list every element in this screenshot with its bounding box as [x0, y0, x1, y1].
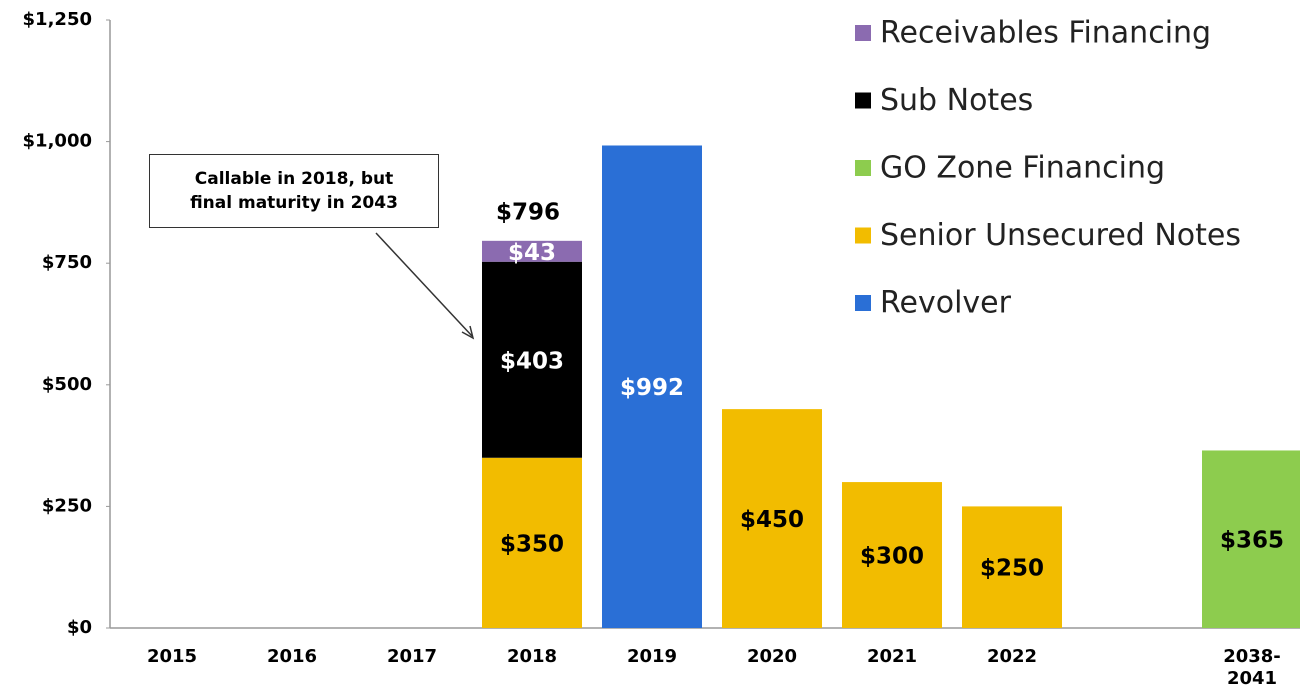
legend-swatch: [855, 295, 871, 311]
y-tick-label: $0: [67, 617, 92, 638]
legend-swatch: [855, 160, 871, 176]
legend-label: Receivables Financing: [880, 16, 1211, 51]
bar-segment: [842, 482, 942, 628]
x-tick-label: 2038- 2041: [1223, 646, 1281, 689]
legend-label: Revolver: [880, 286, 1012, 321]
x-tick-label: 2020: [746, 646, 798, 667]
data-label: $350: [500, 531, 564, 557]
bar-segment: [962, 506, 1062, 628]
y-tick-label: $1,000: [23, 131, 92, 152]
x-tick-label: 2016: [266, 646, 318, 667]
x-tick-label: 2022: [986, 646, 1038, 667]
total-label: $796: [496, 199, 560, 225]
data-label: $992: [620, 375, 684, 401]
data-label: $365: [1220, 528, 1284, 554]
legend-swatch: [855, 25, 871, 41]
annotation: Callable in 2018, but final maturity in …: [149, 154, 439, 228]
legend-label: Senior Unsecured Notes: [880, 218, 1241, 253]
data-label: $450: [740, 507, 804, 533]
data-label: $250: [980, 556, 1044, 582]
y-tick-label: $750: [42, 252, 92, 273]
bar-segment: [602, 145, 702, 628]
data-label: $403: [500, 348, 564, 374]
arrow-head: [461, 325, 475, 340]
y-tick-label: $500: [42, 374, 92, 395]
x-tick-label: 2018: [506, 646, 558, 667]
legend-swatch: [855, 92, 871, 109]
legend-label: GO Zone Financing: [880, 151, 1165, 186]
x-tick-label: 2017: [386, 646, 438, 667]
x-tick-label: 2019: [626, 646, 678, 667]
bar-segment: [482, 240, 582, 262]
bar-segment: [722, 409, 822, 628]
data-label: $43: [508, 240, 556, 266]
x-tick-label: 2021: [866, 646, 918, 667]
y-tick-label: $1,250: [23, 9, 92, 30]
bar-segment: [482, 261, 582, 458]
y-tick-label: $250: [42, 495, 92, 516]
x-tick-label: 2015: [146, 646, 198, 667]
legend-label: Sub Notes: [880, 83, 1033, 118]
annotation-arrow: [375, 232, 473, 337]
legend-swatch: [855, 227, 871, 244]
data-label: $300: [860, 544, 924, 570]
bar-segment: [482, 457, 582, 628]
bar-segment: [1202, 450, 1300, 628]
